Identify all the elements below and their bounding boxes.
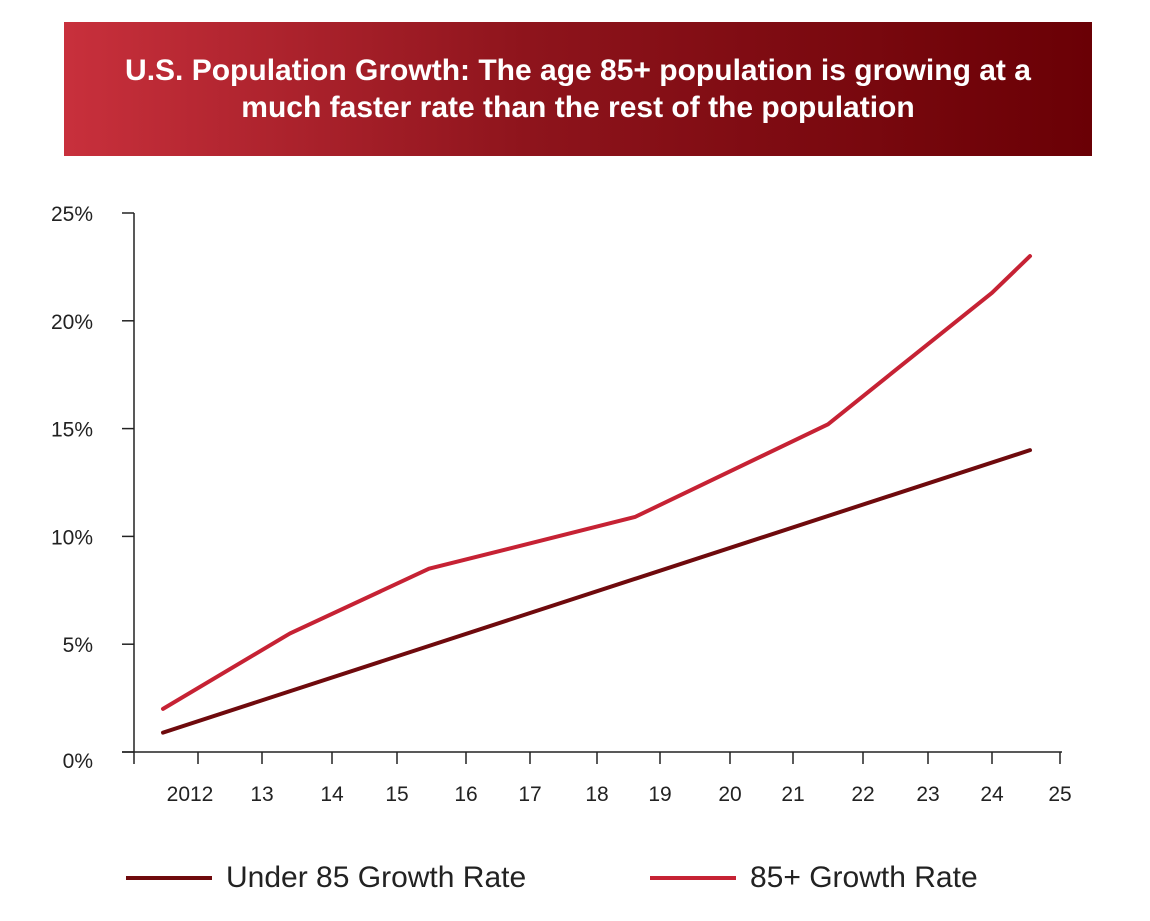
legend-label-under85: Under 85 Growth Rate [226,861,527,894]
line-chart: 0% 5% 10% 15% 20% 25% 2012 13 14 15 16 17 18 19 20 21 22… [51,203,1072,806]
legend-swatch-85plus [650,876,736,880]
x-tick-label: 19 [648,783,671,806]
chart-title: U.S. Population Growth: The age 85+ popu… [125,54,1031,124]
x-tick-label: 14 [320,783,344,806]
x-tick-label: 25 [1048,783,1071,806]
series-line-under85 [161,448,1032,735]
x-tick-label: 2012 [167,783,214,806]
x-tick-label: 22 [851,783,874,806]
x-tick-label: 23 [916,783,939,806]
legend-swatch-under85 [126,876,212,880]
x-tick-label: 16 [454,783,477,806]
series-line-85plus [161,254,1032,711]
x-tick-label: 20 [718,783,741,806]
y-tick-label: 20% [51,311,93,334]
y-tick-label: 25% [51,203,93,226]
x-tick-label: 18 [585,783,608,806]
legend-label-85plus: 85+ Growth Rate [750,861,978,894]
x-tick-label: 21 [781,783,804,806]
y-tick-label: 10% [51,526,93,549]
y-tick-label: 0% [63,750,93,773]
legend-item-85plus: 85+ Growth Rate [650,855,978,901]
chart-title-banner: U.S. Population Growth: The age 85+ popu… [64,22,1092,156]
x-tick-label: 13 [250,783,273,806]
y-tick-label: 15% [51,419,93,442]
y-tick-label: 5% [63,634,93,657]
legend: Under 85 Growth Rate 85+ Growth Rate [0,855,1150,905]
legend-item-under85: Under 85 Growth Rate [126,855,526,901]
x-tick-label: 24 [980,783,1004,806]
x-tick-label: 17 [518,783,541,806]
x-tick-label: 15 [385,783,408,806]
